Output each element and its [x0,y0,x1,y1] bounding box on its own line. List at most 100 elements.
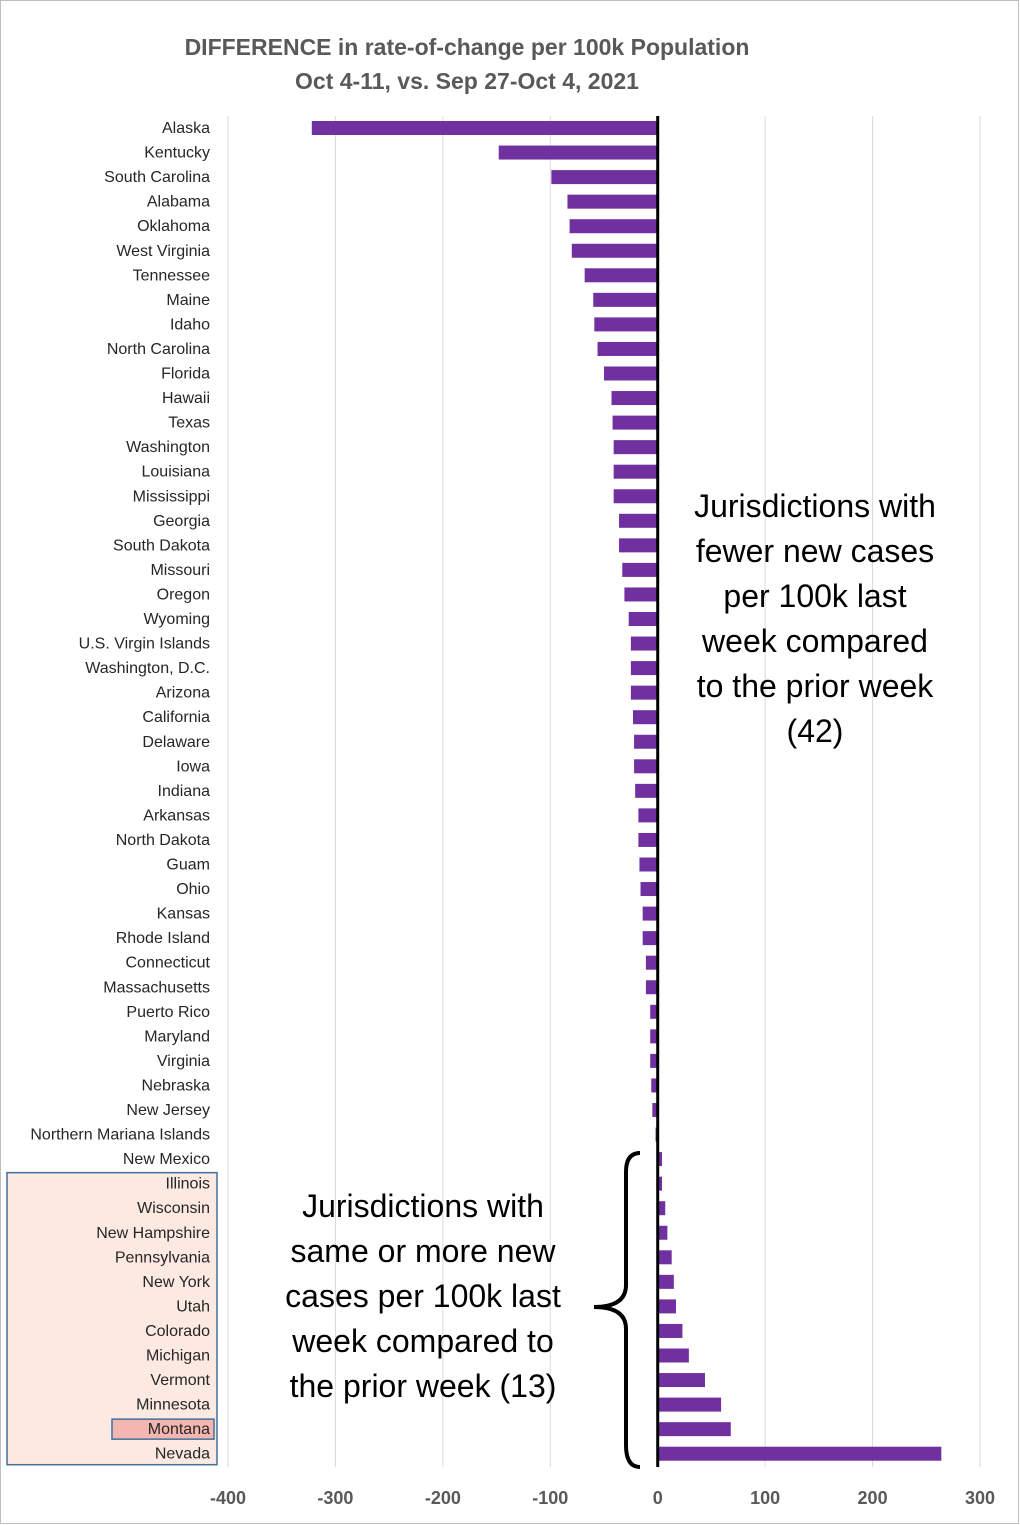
bar-idaho [594,317,658,332]
bar-florida [604,366,658,381]
bar-nevada [657,1446,942,1461]
bar-delaware [634,734,658,749]
bar-maryland [650,1029,658,1044]
category-label-u-s-virgin-islands: U.S. Virgin Islands [79,636,210,653]
category-label-new-jersey: New Jersey [126,1102,210,1119]
category-label-ohio: Ohio [176,881,210,898]
category-label-rhode-island: Rhode Island [116,930,210,947]
category-label-pennsylvania: Pennsylvania [115,1249,210,1266]
bar-ohio [640,882,658,897]
bar-alaska [311,121,658,135]
curly-brace [593,1151,641,1469]
category-label-minnesota: Minnesota [136,1397,210,1414]
bar-new-jersey [652,1103,658,1117]
category-labels: Alaska Kentucky South Carolina Alabama Oklah… [30,120,211,1463]
annotation-fewer: Jurisdictions with fewer new cases per 100… [694,488,936,749]
annotation-more: Jurisdictions with same or more new cases … [285,1188,561,1404]
category-label-texas: Texas [168,415,210,432]
bar-washington [613,440,658,455]
category-label-north-carolina: North Carolina [107,341,210,358]
category-label-south-carolina: South Carolina [104,169,210,186]
gridlines [227,116,981,1467]
category-label-florida: Florida [161,366,210,383]
bar-pennsylvania [657,1250,672,1265]
category-label-montana: Montana [148,1421,210,1438]
annotation-line: Jurisdictions with [302,1188,544,1224]
chart-subtitle: Oct 4-11, vs. Sep 27-Oct 4, 2021 [295,68,639,94]
x-tick-label: 100 [750,1488,780,1508]
category-label-tennessee: Tennessee [133,267,210,284]
bar-kentucky [498,145,658,160]
annotation-line: the prior week (13) [290,1368,557,1404]
bar-minnesota [657,1397,722,1412]
annotation-line: per 100k last [723,578,906,614]
bars [311,121,942,1461]
bar-georgia [619,513,658,528]
x-axis-tick-labels: -400 -300 -200 -100 0 100 200 300 [210,1488,995,1508]
category-label-new-mexico: New Mexico [123,1151,210,1168]
bar-washington-d-c [630,661,658,676]
bar-oregon [624,587,658,602]
category-label-indiana: Indiana [158,783,211,800]
bar-illinois [657,1176,663,1191]
category-label-hawaii: Hawaii [162,390,210,407]
bar-missouri [622,562,658,577]
annotation-line: week compared to [291,1323,553,1359]
bar-north-carolina [597,341,658,356]
annotation-line: same or more new [291,1233,557,1269]
bar-louisiana [613,464,658,479]
category-label-guam: Guam [166,857,210,874]
category-label-puerto-rico: Puerto Rico [126,1004,210,1021]
bar-guam [639,857,658,872]
category-label-idaho: Idaho [170,316,210,333]
category-label-northern-mariana-islands: Northern Mariana Islands [30,1127,210,1144]
category-label-delaware: Delaware [142,734,210,751]
bar-u-s-virgin-islands [630,636,658,651]
bar-wyoming [628,612,658,626]
category-label-wyoming: Wyoming [143,611,210,628]
category-label-kansas: Kansas [157,906,210,923]
x-tick-label: -200 [425,1488,461,1508]
category-label-new-york: New York [142,1274,211,1291]
bar-tennessee [584,268,658,283]
bar-new-mexico [657,1152,663,1167]
bar-maine [593,292,658,307]
bar-colorado [657,1323,683,1338]
bar-utah [657,1299,676,1314]
category-label-michigan: Michigan [146,1348,210,1365]
bar-connecticut [645,955,658,970]
annotation-line: week compared [701,623,928,659]
category-label-california: California [142,709,210,726]
bar-oklahoma [569,219,658,234]
category-label-colorado: Colorado [145,1323,210,1340]
x-tick-label: 200 [858,1488,888,1508]
chart-title: DIFFERENCE in rate-of-change per 100k Po… [185,34,750,60]
bar-alabama [567,194,658,209]
category-label-alaska: Alaska [162,120,210,137]
annotation-line: fewer new cases [696,533,934,569]
bar-new-hampshire [657,1225,668,1240]
bar-virginia [650,1053,658,1068]
category-label-kentucky: Kentucky [144,145,210,162]
bar-north-dakota [638,832,658,847]
category-label-new-hampshire: New Hampshire [96,1225,210,1242]
category-label-missouri: Missouri [150,562,210,579]
bar-nebraska [651,1078,658,1093]
category-label-mississippi: Mississippi [133,488,210,505]
category-label-alabama: Alabama [147,194,210,211]
category-label-nevada: Nevada [155,1446,210,1463]
bar-mississippi [613,489,658,504]
x-tick-label: -100 [532,1488,568,1508]
bar-arkansas [638,808,658,823]
bar-massachusetts [645,980,658,995]
category-label-illinois: Illinois [166,1176,210,1193]
annotation-line: cases per 100k last [285,1278,561,1314]
category-label-louisiana: Louisiana [142,464,211,481]
bar-rhode-island [642,931,658,946]
category-label-arkansas: Arkansas [143,807,210,824]
bar-wisconsin [657,1201,666,1216]
bar-arizona [630,685,658,700]
bar-west-virginia [571,243,658,258]
category-label-virginia: Virginia [157,1053,210,1070]
category-label-oregon: Oregon [157,586,210,603]
